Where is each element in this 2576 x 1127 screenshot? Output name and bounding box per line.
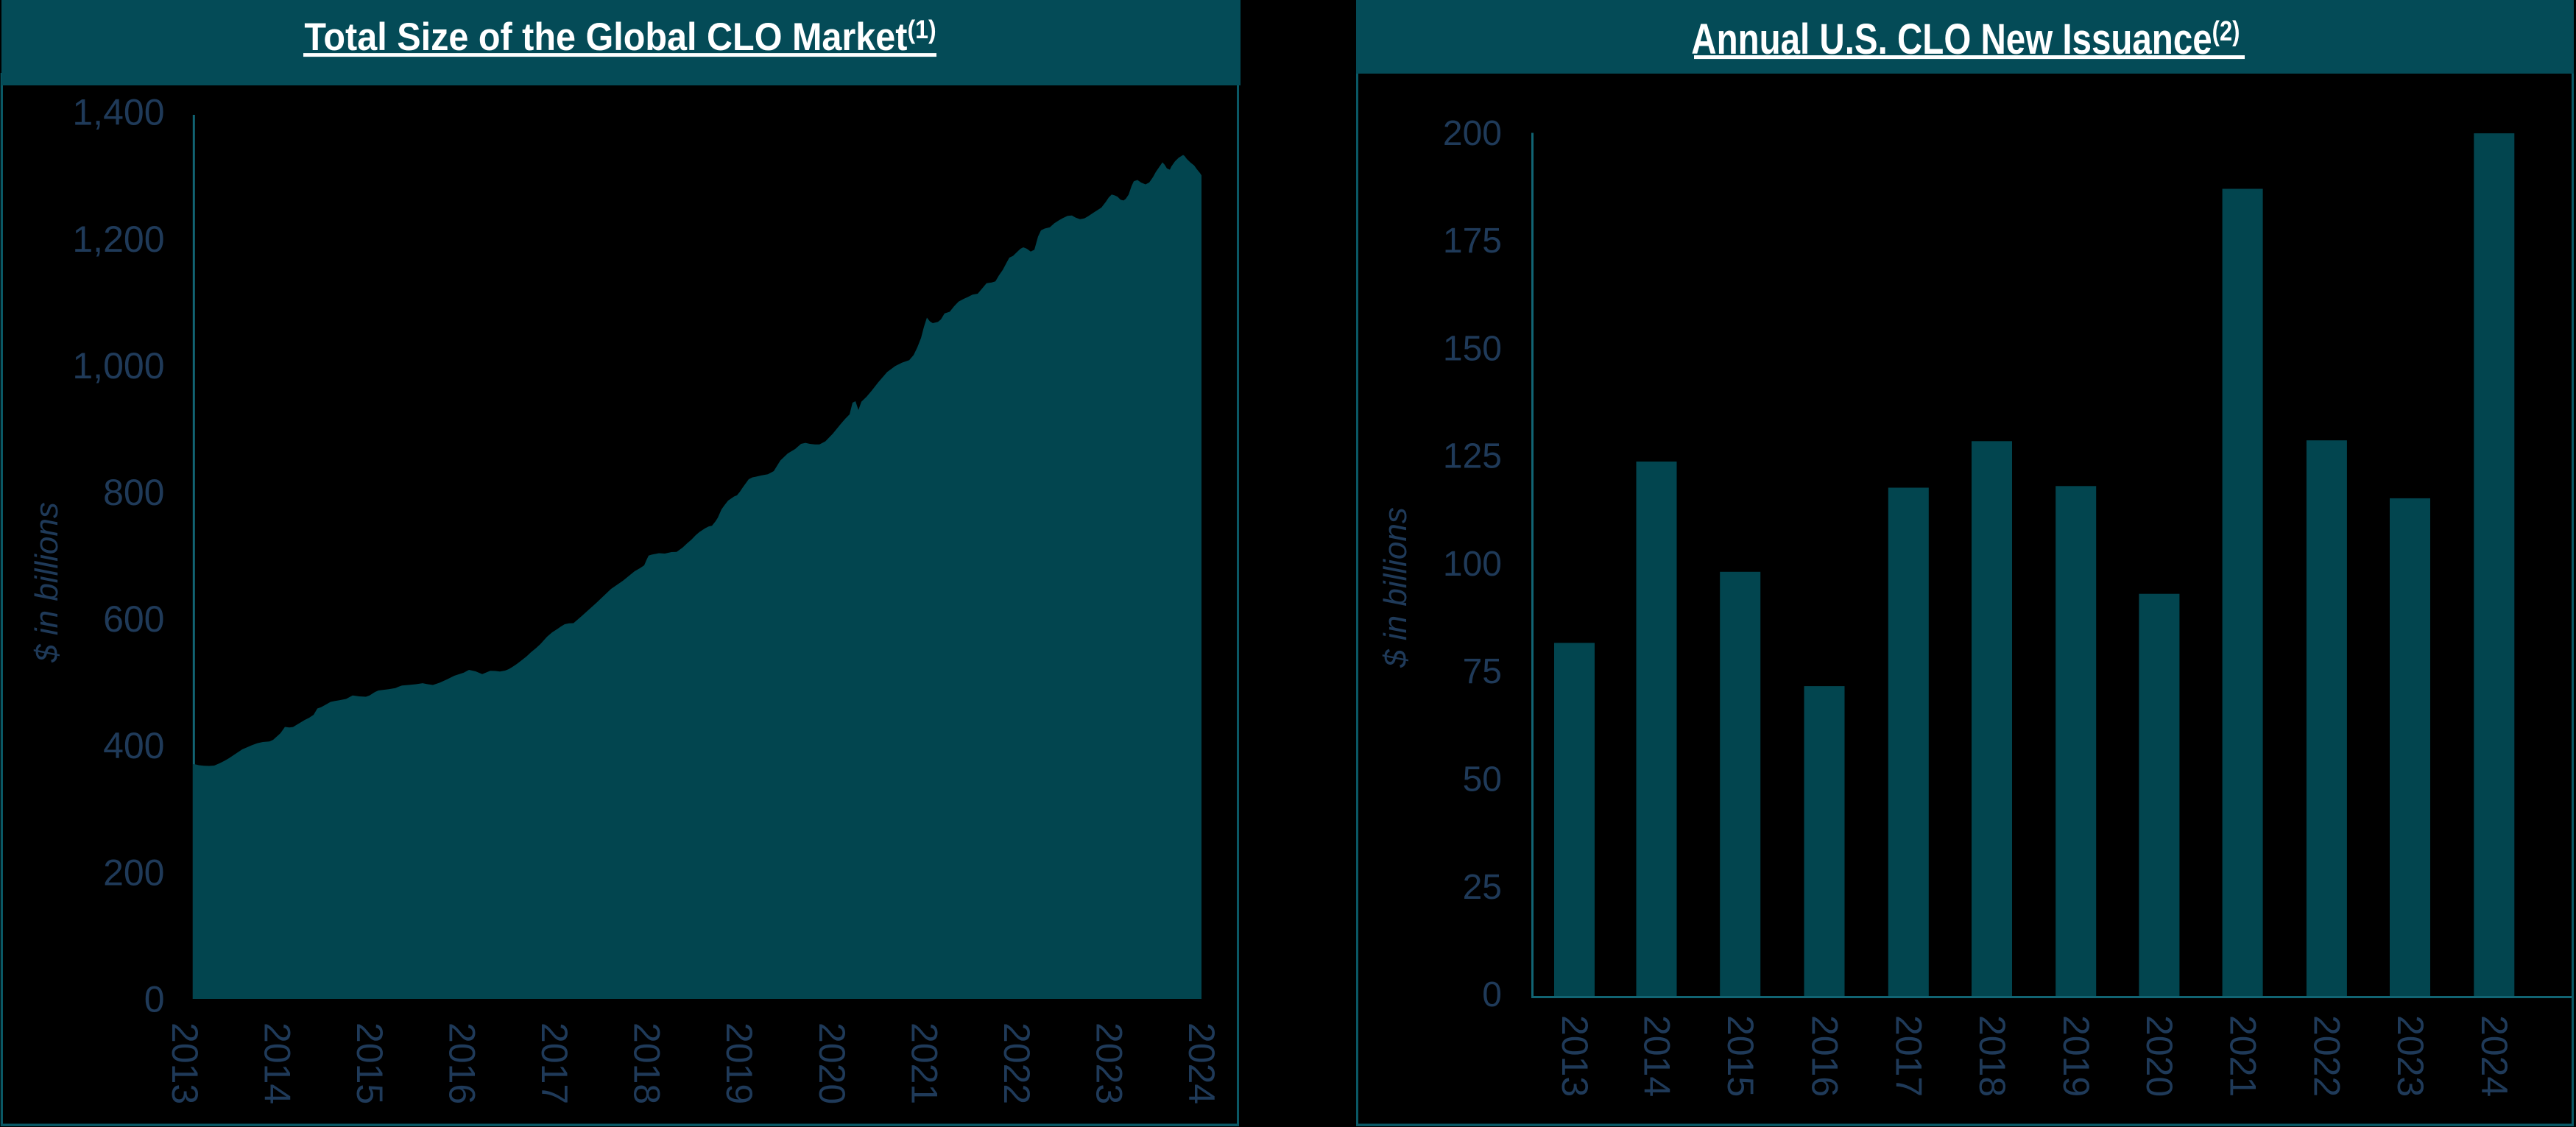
svg-text:2019: 2019 [719, 1022, 760, 1104]
svg-text:$ in billions: $ in billions [1377, 507, 1414, 668]
svg-text:2015: 2015 [349, 1022, 390, 1104]
svg-text:25: 25 [1463, 868, 1502, 907]
svg-text:2016: 2016 [1804, 1015, 1845, 1097]
svg-text:400: 400 [103, 725, 164, 766]
svg-text:2022: 2022 [996, 1022, 1037, 1104]
svg-text:2017: 2017 [534, 1022, 575, 1104]
svg-text:2019: 2019 [2055, 1015, 2097, 1097]
svg-text:2024: 2024 [2474, 1015, 2515, 1097]
svg-text:200: 200 [103, 852, 164, 893]
svg-text:100: 100 [1443, 545, 1502, 584]
svg-text:0: 0 [1482, 975, 1502, 1014]
svg-text:2014: 2014 [256, 1022, 297, 1104]
svg-text:2017: 2017 [1888, 1015, 1930, 1097]
svg-text:2021: 2021 [903, 1022, 945, 1104]
svg-text:2023: 2023 [1089, 1022, 1130, 1104]
svg-text:600: 600 [103, 598, 164, 640]
svg-text:150: 150 [1443, 329, 1502, 368]
svg-text:200: 200 [1443, 114, 1502, 153]
svg-text:0: 0 [144, 978, 165, 1020]
svg-text:2018: 2018 [627, 1022, 668, 1104]
svg-text:2023: 2023 [2390, 1015, 2431, 1097]
svg-text:125: 125 [1443, 437, 1502, 476]
svg-text:175: 175 [1443, 222, 1502, 261]
svg-text:2015: 2015 [1720, 1015, 1761, 1097]
svg-text:2020: 2020 [2139, 1015, 2180, 1097]
svg-text:2016: 2016 [442, 1022, 483, 1104]
svg-text:2024: 2024 [1181, 1022, 1222, 1104]
svg-text:1,000: 1,000 [72, 345, 164, 386]
svg-text:2021: 2021 [2222, 1015, 2263, 1097]
svg-text:2022: 2022 [2307, 1015, 2348, 1097]
svg-text:50: 50 [1463, 760, 1502, 799]
svg-text:1,200: 1,200 [72, 219, 164, 260]
svg-text:2013: 2013 [164, 1022, 205, 1104]
svg-text:2013: 2013 [1554, 1015, 1595, 1097]
svg-text:800: 800 [103, 472, 164, 513]
svg-text:2018: 2018 [1972, 1015, 2013, 1097]
svg-text:1,400: 1,400 [72, 92, 164, 133]
svg-text:75: 75 [1463, 652, 1502, 691]
svg-text:$ in billions: $ in billions [29, 502, 65, 663]
svg-text:2014: 2014 [1636, 1015, 1677, 1097]
svg-text:2020: 2020 [811, 1022, 853, 1104]
